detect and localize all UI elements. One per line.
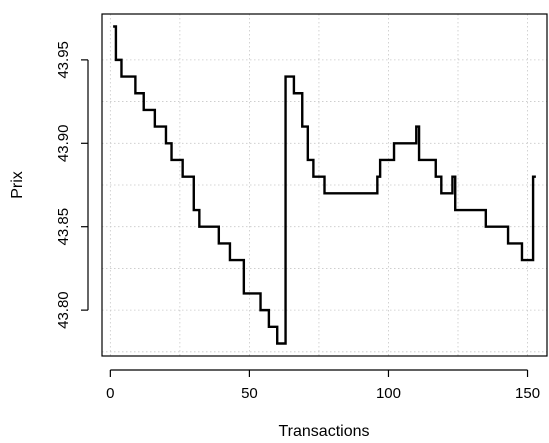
x-tick-label: 150	[515, 385, 540, 402]
x-axis-title: Transactions	[279, 423, 370, 440]
x-tick-label: 0	[106, 385, 114, 402]
series-line	[113, 25, 536, 345]
y-axis: 43.80 43.85 43.90 43.95	[55, 41, 89, 329]
x-axis: 0 50 100 150	[106, 369, 540, 402]
y-axis-title: Prix	[9, 171, 26, 199]
y-tick-label: 43.90	[55, 125, 72, 163]
plot-frame	[101, 13, 548, 357]
y-tick-label: 43.85	[55, 208, 72, 246]
x-tick-label: 50	[241, 385, 258, 402]
x-tick-label: 100	[376, 385, 401, 402]
y-tick-label: 43.80	[55, 291, 72, 329]
grid	[102, 14, 547, 356]
y-tick-label: 43.95	[55, 41, 72, 79]
